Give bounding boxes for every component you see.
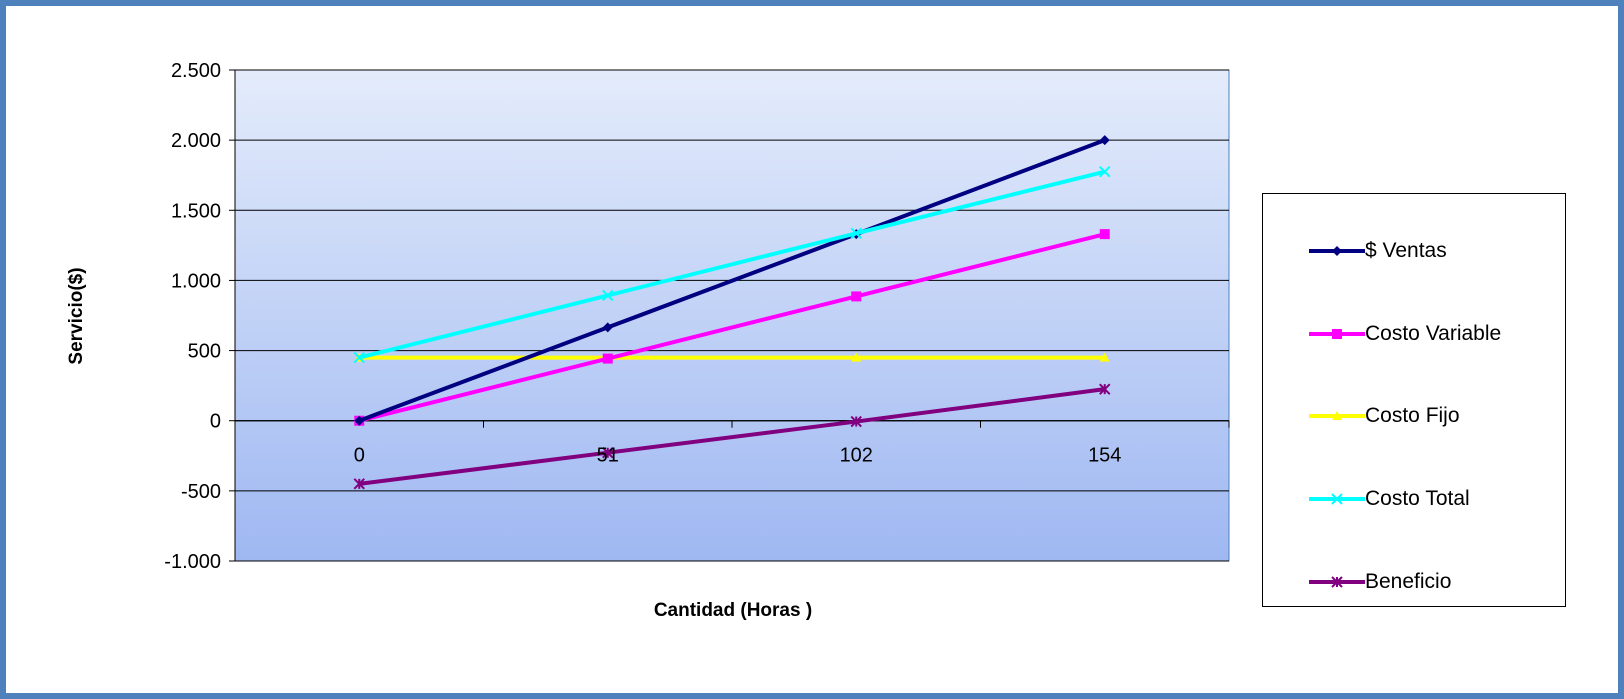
x-axis-title: Cantidad (Horas ) [654, 600, 812, 621]
legend-item: Costo Variable [1309, 319, 1501, 349]
data-point [1099, 135, 1110, 146]
legend-label: $ Ventas [1365, 239, 1447, 262]
y-tick-label: -1.000 [164, 551, 221, 573]
data-point [1099, 383, 1111, 395]
tick-labels: -1.000 -500 0 500 1.000 1.500 2.000 2.500 0 51 102… [164, 60, 1121, 573]
legend: $ Ventas Costo Variable Costo Fijo Costo To… [1262, 193, 1566, 607]
y-tick-label: 2.500 [171, 60, 221, 82]
series-4 [353, 383, 1111, 490]
x-tick-label: 51 [597, 445, 619, 467]
legend-swatch [1309, 411, 1365, 420]
data-point [851, 291, 862, 302]
data-point [1099, 352, 1110, 362]
legend-item: $ Ventas [1309, 236, 1447, 266]
data-point [1332, 329, 1342, 339]
data-point [1331, 576, 1343, 588]
legend-label: Costo Total [1365, 487, 1470, 510]
series-line [358, 169, 1106, 360]
legend-swatch [1309, 329, 1365, 339]
data-point [1099, 229, 1110, 240]
data-point [353, 351, 365, 364]
data-point [602, 353, 613, 364]
legend-label: Beneficio [1365, 570, 1452, 593]
series-lines [353, 135, 1111, 490]
axes [229, 69, 1230, 562]
y-tick-label: 1.000 [171, 270, 221, 292]
legend-swatch [1309, 493, 1365, 505]
legend-item: Beneficio [1309, 567, 1451, 597]
y-tick-label: 0 [210, 411, 221, 433]
y-tick-label: 500 [188, 341, 221, 363]
data-point [602, 446, 614, 459]
legend-label: Costo Variable [1365, 322, 1502, 345]
series-line [359, 387, 1106, 486]
data-point [850, 415, 862, 428]
legend-swatch [1309, 246, 1365, 256]
data-point [1332, 411, 1342, 420]
legend-item: Costo Fijo [1309, 401, 1460, 431]
y-axis-title: Servicio($) [66, 267, 87, 364]
x-tick-label: 0 [354, 445, 365, 467]
legend-item: Costo Total [1309, 484, 1470, 514]
data-point [1332, 246, 1342, 256]
legend-label: Costo Fijo [1365, 404, 1460, 427]
data-point [1099, 165, 1111, 178]
series-line [358, 138, 1106, 423]
data-point [602, 322, 613, 333]
data-point [1331, 493, 1343, 505]
series-line [358, 232, 1106, 423]
y-tick-label: -500 [181, 481, 221, 503]
data-point [850, 227, 862, 240]
legend-swatch [1309, 576, 1365, 588]
x-tick-label: 102 [840, 445, 873, 467]
y-tick-label: 1.500 [171, 200, 221, 222]
data-point [353, 478, 365, 490]
plot-area [234, 69, 1230, 562]
data-point [602, 289, 614, 302]
y-tick-label: 2.000 [171, 130, 221, 152]
x-tick-label: 154 [1088, 445, 1121, 467]
data-point [851, 352, 862, 362]
series-3 [353, 165, 1111, 364]
data-point [354, 415, 365, 426]
